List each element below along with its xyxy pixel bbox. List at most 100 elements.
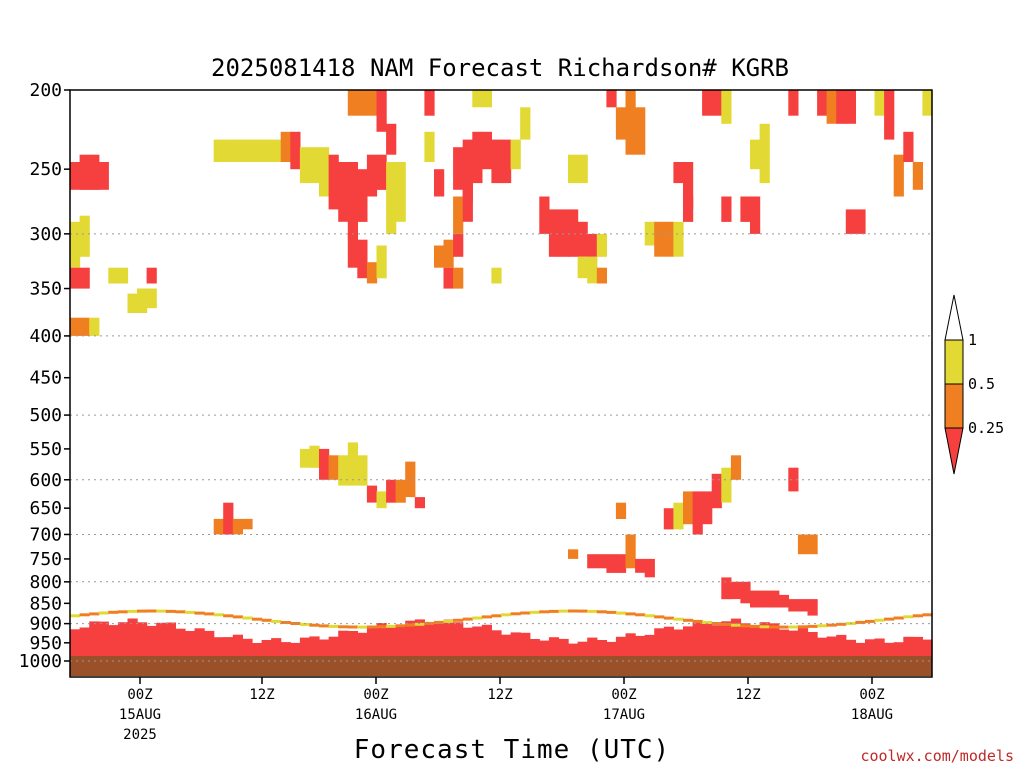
- boundary-cell: [395, 624, 406, 628]
- ri-cell: [826, 90, 837, 124]
- x-tick-label: 00Z: [859, 687, 884, 703]
- chart-title: 2025081418 NAM Forecast Richardson# KGRB: [211, 54, 789, 82]
- boundary-cell: [491, 614, 502, 618]
- ri-cell: [98, 162, 109, 190]
- boundary-cell: [740, 624, 751, 628]
- boundary-cell: [443, 619, 454, 661]
- ri-cell: [127, 293, 138, 313]
- ri-cell: [644, 558, 655, 578]
- boundary-cell: [309, 623, 320, 627]
- boundary-cell: [596, 610, 607, 614]
- x-tick-year: 2025: [123, 727, 157, 743]
- ri-cell: [673, 502, 684, 530]
- ri-cell: [309, 445, 320, 468]
- boundary-cell: [654, 628, 665, 661]
- boundary-cell: [146, 625, 157, 661]
- y-tick-label: 550: [29, 439, 62, 460]
- ri-cell: [568, 154, 579, 184]
- ri-cell: [501, 139, 512, 184]
- ri-cell: [79, 317, 90, 336]
- y-tick-label: 250: [29, 159, 62, 180]
- boundary-cell: [366, 625, 378, 629]
- ri-cell: [357, 239, 368, 279]
- boundary-cell: [587, 637, 598, 661]
- boundary-cell: [252, 643, 263, 661]
- boundary-cell: [529, 610, 540, 614]
- ri-cell: [491, 139, 502, 184]
- boundary-cell: [692, 620, 703, 661]
- ri-cell: [328, 154, 339, 210]
- boundary-cell: [184, 631, 196, 661]
- boundary-cell: [721, 622, 732, 626]
- boundary-cell: [405, 623, 416, 627]
- boundary-cell: [577, 609, 588, 613]
- ri-cell: [577, 154, 588, 184]
- boundary-cell: [721, 621, 732, 661]
- boundary-cell: [70, 629, 81, 661]
- boundary-cell: [884, 617, 895, 621]
- ri-cell: [721, 196, 732, 222]
- boundary-cell: [817, 624, 828, 628]
- boundary-cell: [434, 623, 445, 661]
- legend-yellow: [944, 339, 964, 385]
- ri-cell: [280, 131, 291, 162]
- richardson-cells: [70, 90, 933, 616]
- boundary-cell: [826, 636, 837, 661]
- y-tick-label: 600: [29, 470, 62, 491]
- boundary-cell: [175, 610, 186, 614]
- ri-cell: [711, 90, 722, 116]
- boundary-cell: [539, 640, 550, 661]
- boundary-cell: [865, 619, 876, 623]
- boundary-cell: [568, 643, 579, 661]
- ri-cell: [376, 245, 387, 279]
- ri-cell: [79, 215, 90, 257]
- boundary-cell: [903, 636, 914, 661]
- boundary-cell: [520, 632, 531, 661]
- ri-cell: [587, 233, 598, 257]
- boundary-cell: [663, 626, 674, 661]
- ri-cell: [299, 147, 311, 184]
- ri-cell: [366, 262, 378, 284]
- boundary-cell: [204, 630, 215, 661]
- ri-cell: [462, 183, 473, 222]
- boundary-cell: [635, 635, 646, 661]
- boundary-cell: [357, 625, 368, 629]
- boundary-cell: [376, 623, 387, 661]
- ri-cell: [558, 209, 569, 257]
- ri-cell: [261, 139, 272, 162]
- ri-cell: [376, 491, 387, 509]
- boundary-cell: [788, 625, 799, 629]
- y-tick-label: 200: [29, 80, 62, 101]
- ri-cell: [242, 139, 253, 162]
- boundary-cell: [108, 610, 119, 614]
- ri-cell: [845, 90, 856, 124]
- ri-cell: [750, 590, 761, 608]
- boundary-cell: [453, 622, 464, 661]
- boundary-cell: [865, 639, 876, 661]
- ri-cell: [702, 491, 713, 525]
- ri-cell: [232, 518, 243, 535]
- y-tick-label: 450: [29, 368, 62, 389]
- ri-cell: [711, 473, 722, 509]
- boundary-cell: [683, 626, 694, 661]
- boundary-cell: [405, 620, 416, 661]
- y-tick-label: 750: [29, 549, 62, 570]
- boundary-cell: [290, 622, 301, 625]
- legend-orange: [944, 383, 964, 429]
- ri-cell: [366, 154, 378, 197]
- boundary-cell: [376, 625, 387, 629]
- pressure-gridlines: [70, 233, 932, 662]
- boundary-cell: [797, 628, 809, 661]
- boundary-cell: [922, 613, 933, 617]
- ri-cell: [654, 221, 665, 257]
- boundary-cell: [366, 627, 378, 661]
- boundary-cell: [577, 641, 588, 661]
- ri-cell: [587, 256, 598, 284]
- boundary-cell: [548, 609, 560, 613]
- boundary-cell: [395, 626, 406, 661]
- boundary-cell: [817, 637, 828, 661]
- boundary-cell: [730, 623, 742, 627]
- ri-cell: [615, 554, 627, 573]
- legend-level-label: 0.5: [968, 375, 995, 393]
- ri-cell: [884, 90, 895, 140]
